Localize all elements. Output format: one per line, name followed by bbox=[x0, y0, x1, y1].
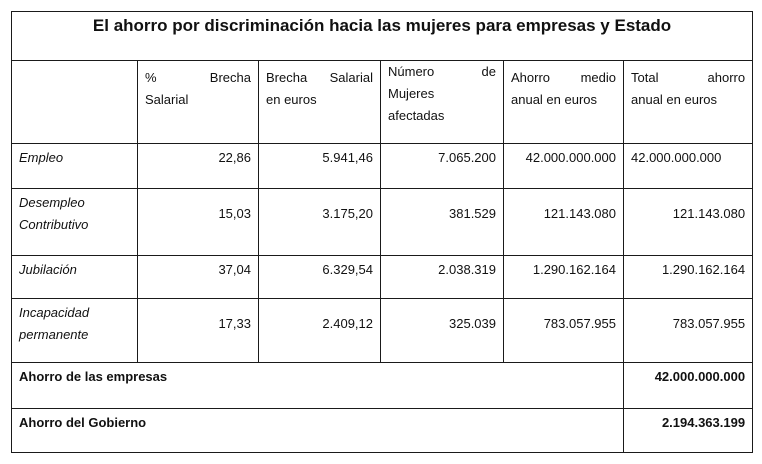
cell-brecha-eur: 5.941,46 bbox=[258, 143, 381, 189]
summary-row-empresas: Ahorro de las empresas 42.000.000.000 bbox=[11, 362, 754, 409]
cell-total-ahorro: 121.143.080 bbox=[622, 188, 754, 256]
cell-brecha-pct: 22,86 bbox=[137, 143, 259, 189]
row-label: Incapacidad permanente bbox=[11, 298, 138, 363]
cell-brecha-eur: 6.329,54 bbox=[258, 255, 381, 299]
cell-brecha-eur: 3.175,20 bbox=[258, 188, 381, 256]
summary-label: Ahorro del Gobierno bbox=[11, 408, 624, 453]
cell-brecha-pct: 17,33 bbox=[137, 298, 259, 363]
summary-value: 42.000.000.000 bbox=[622, 362, 754, 409]
row-label: Jubilación bbox=[11, 255, 138, 299]
cell-ahorro-medio: 783.057.955 bbox=[503, 298, 624, 363]
cell-mujeres: 2.038.319 bbox=[380, 255, 504, 299]
header-row: % Brecha Salarial Brecha Salarial en euros… bbox=[11, 60, 754, 144]
header-brecha-pct: % Brecha Salarial bbox=[137, 60, 259, 144]
header-num-mujeres: Número de Mujeres afectadas bbox=[380, 60, 504, 144]
cell-ahorro-medio: 1.290.162.164 bbox=[503, 255, 624, 299]
summary-row-gobierno: Ahorro del Gobierno 2.194.363.199 bbox=[11, 408, 754, 453]
table-title: El ahorro por discriminación hacia las m… bbox=[10, 11, 754, 61]
header-empty bbox=[11, 60, 138, 144]
table-row-jubilacion: Jubilación 37,04 6.329,54 2.038.319 1.29… bbox=[11, 255, 754, 299]
cell-mujeres: 325.039 bbox=[380, 298, 504, 363]
cell-total-ahorro: 1.290.162.164 bbox=[622, 255, 754, 299]
header-brecha-eur: Brecha Salarial en euros bbox=[258, 60, 381, 144]
savings-table: El ahorro por discriminación hacia las m… bbox=[10, 11, 754, 453]
cell-total-ahorro: 42.000.000.000 bbox=[622, 143, 754, 189]
cell-total-ahorro: 783.057.955 bbox=[622, 298, 754, 363]
table-row-incapacidad: Incapacidad permanente 17,33 2.409,12 32… bbox=[11, 298, 754, 363]
cell-brecha-pct: 37,04 bbox=[137, 255, 259, 299]
table-row-desempleo: Desempleo Contributivo 15,03 3.175,20 38… bbox=[11, 188, 754, 256]
cell-brecha-pct: 15,03 bbox=[137, 188, 259, 256]
cell-ahorro-medio: 42.000.000.000 bbox=[503, 143, 624, 189]
header-ahorro-medio: Ahorro medio anual en euros bbox=[503, 60, 624, 144]
summary-value: 2.194.363.199 bbox=[622, 408, 754, 453]
cell-mujeres: 7.065.200 bbox=[380, 143, 504, 189]
cell-brecha-eur: 2.409,12 bbox=[258, 298, 381, 363]
summary-label: Ahorro de las empresas bbox=[11, 362, 624, 409]
cell-mujeres: 381.529 bbox=[380, 188, 504, 256]
table-row-empleo: Empleo 22,86 5.941,46 7.065.200 42.000.0… bbox=[11, 143, 754, 189]
row-label: Desempleo Contributivo bbox=[11, 188, 138, 256]
header-total-ahorro: Total ahorro anual en euros bbox=[622, 60, 754, 144]
cell-ahorro-medio: 121.143.080 bbox=[503, 188, 624, 256]
row-label: Empleo bbox=[11, 143, 138, 189]
